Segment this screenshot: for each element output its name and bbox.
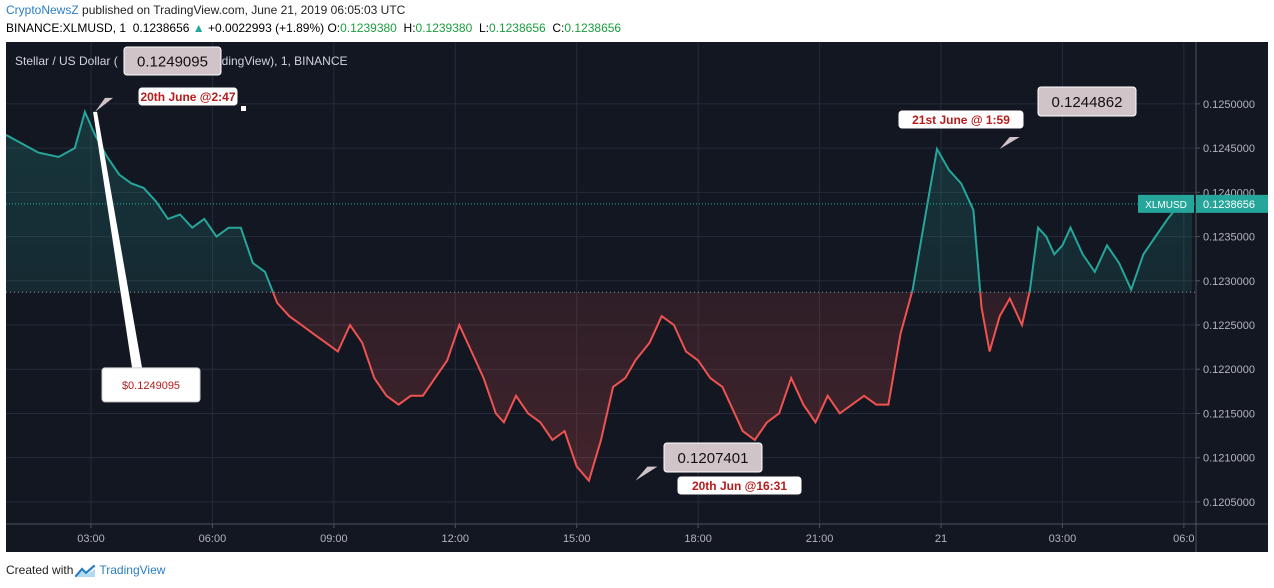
- y-tick-label: 0.1250000: [1203, 99, 1255, 111]
- callout-label: 21st June @ 1:59: [912, 113, 1010, 127]
- x-tick-label: 09:00: [320, 533, 348, 545]
- tradingview-logo-icon: [75, 564, 96, 577]
- price-tag-symbol: XLMUSD: [1145, 200, 1187, 211]
- annotations: $0.1249095 0.1249095 20th June @2:47 0.1244…: [93, 46, 1137, 495]
- callout-label: $0.1249095: [122, 380, 180, 392]
- series-line-down: [271, 292, 1132, 483]
- low-value: 0.1238656: [488, 21, 546, 35]
- callout-box: [123, 46, 222, 76]
- callout-box: [663, 442, 763, 473]
- y-tick-label: 0.1235000: [1203, 232, 1255, 244]
- x-tick-label: 18:00: [684, 533, 712, 545]
- y-tick-label: 0.1215000: [1203, 408, 1255, 420]
- symbol-bar: BINANCE:XLMUSD, 1 0.1238656 ▲ +0.0022993…: [6, 21, 621, 35]
- callout-box: [1037, 86, 1137, 117]
- created-with-label: Created with: [6, 563, 74, 577]
- plot-area: XLMUSD 0.1238656: [6, 108, 1268, 483]
- price-tag-value-box: [1196, 194, 1268, 213]
- y-tick-label: 0.1205000: [1203, 497, 1255, 509]
- time-axis: 03:00 06:00 09:00 12:00 15:00 18:00 21:00 21 03:…: [6, 523, 1268, 545]
- change-arrow-icon: ▲: [192, 21, 205, 35]
- callout-box: [677, 476, 802, 495]
- callout-pointer: [999, 137, 1020, 150]
- callout-label: 0.1244862: [1052, 94, 1123, 111]
- x-tick-label: 03:00: [1049, 533, 1077, 545]
- x-tick-label: 12:00: [442, 533, 470, 545]
- area-fill-down: [273, 292, 1030, 481]
- x-tick-label: 21: [935, 533, 947, 545]
- high-label: H:: [403, 21, 416, 35]
- callout-label: 20th June @2:47: [140, 90, 235, 104]
- callout-box: [101, 367, 201, 403]
- series-line-up: [6, 108, 1193, 293]
- callout-pointer: [635, 466, 658, 481]
- chart-title: Stellar / US Dollar (: [15, 54, 118, 68]
- price-tag-value: 0.1238656: [1203, 199, 1255, 211]
- x-tick-label: 03:00: [77, 533, 105, 545]
- y-tick-label: 0.1245000: [1203, 143, 1255, 155]
- footer: Created with TradingView: [6, 563, 165, 578]
- callout-box: [138, 87, 238, 106]
- callout-pointer: [93, 111, 143, 368]
- price-tag-symbol-box: [1138, 194, 1194, 213]
- open-label: O:: [327, 21, 341, 35]
- author-link[interactable]: CryptoNewsZ: [6, 3, 79, 17]
- publish-info: published on TradingView.com, June 21, 2…: [78, 3, 406, 17]
- high-value: 0.1239380: [415, 21, 473, 35]
- chart-panel[interactable]: 0.1205000 0.1210000 0.1215000 0.1220000 0.12…: [6, 42, 1268, 552]
- y-tick-label: 0.1225000: [1203, 320, 1255, 332]
- price-axis: 0.1205000 0.1210000 0.1215000 0.1220000 0.12…: [1195, 42, 1255, 552]
- y-tick-label: 0.1210000: [1203, 453, 1255, 465]
- callout-pointer: [95, 97, 114, 112]
- x-tick-label: 06:0: [1173, 533, 1194, 545]
- price-chart[interactable]: 0.1205000 0.1210000 0.1215000 0.1220000 0.12…: [6, 42, 1268, 552]
- x-tick-label: 21:00: [806, 533, 834, 545]
- x-tick-label: 15:00: [563, 533, 591, 545]
- y-tick-label: 0.1230000: [1203, 276, 1255, 288]
- last-price: 0.1238656: [132, 21, 190, 35]
- open-value: 0.1239380: [340, 21, 397, 35]
- low-label: L:: [478, 21, 489, 35]
- close-value: 0.1238656: [564, 21, 622, 35]
- callout-label: 0.1249095: [137, 53, 208, 70]
- symbol-name: BINANCE:XLMUSD, 1: [6, 21, 127, 35]
- callout-label: 20th Jun @16:31: [692, 479, 787, 493]
- publish-header: CryptoNewsZ published on TradingView.com…: [6, 3, 405, 17]
- chart-title-tail: radingView), 1, BINANCE: [211, 54, 348, 68]
- x-tick-label: 06:00: [199, 533, 227, 545]
- close-label: C:: [552, 21, 565, 35]
- marker-square: [241, 106, 246, 111]
- price-change: +0.0022993 (+1.89%): [208, 21, 325, 35]
- callout-box: [898, 110, 1024, 129]
- callout-label: 0.1207401: [678, 450, 749, 467]
- y-tick-label: 0.1220000: [1203, 364, 1255, 376]
- tradingview-link[interactable]: TradingView: [99, 563, 166, 577]
